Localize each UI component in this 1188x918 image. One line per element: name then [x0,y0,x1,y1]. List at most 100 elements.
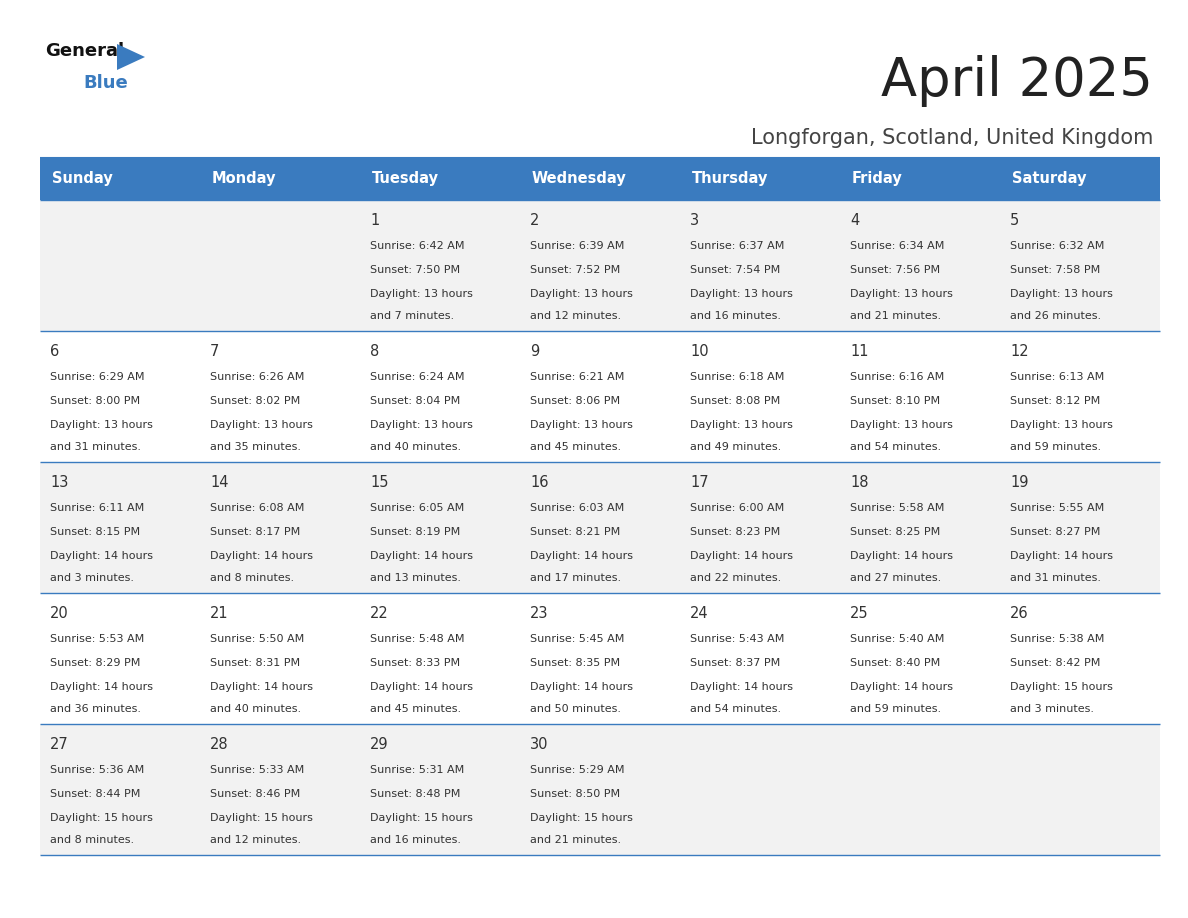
Text: Monday: Monday [211,172,277,186]
Text: Daylight: 14 hours: Daylight: 14 hours [530,551,633,561]
Text: Saturday: Saturday [1012,172,1087,186]
Text: Sunset: 8:50 PM: Sunset: 8:50 PM [530,789,620,799]
Text: Daylight: 14 hours: Daylight: 14 hours [50,551,153,561]
Text: 12: 12 [1010,344,1029,359]
Text: 23: 23 [530,606,549,621]
Text: Sunrise: 6:29 AM: Sunrise: 6:29 AM [50,372,145,382]
Text: Sunrise: 6:21 AM: Sunrise: 6:21 AM [530,372,625,382]
Text: 13: 13 [50,475,69,490]
Text: Sunset: 8:40 PM: Sunset: 8:40 PM [849,658,940,668]
Text: 5: 5 [1010,213,1019,228]
Text: Daylight: 14 hours: Daylight: 14 hours [50,682,153,692]
Text: 16: 16 [530,475,549,490]
Text: Sunset: 8:35 PM: Sunset: 8:35 PM [530,658,620,668]
Text: Sunrise: 6:34 AM: Sunrise: 6:34 AM [849,241,944,251]
Text: and 17 minutes.: and 17 minutes. [530,573,621,583]
Text: Thursday: Thursday [691,172,769,186]
Bar [40,331,1159,462]
Text: 27: 27 [50,737,69,752]
Text: Daylight: 13 hours: Daylight: 13 hours [849,420,953,430]
Text: Sunrise: 6:26 AM: Sunrise: 6:26 AM [210,372,304,382]
Text: and 59 minutes.: and 59 minutes. [1010,442,1101,452]
Text: and 36 minutes.: and 36 minutes. [50,704,141,714]
Text: and 45 minutes.: and 45 minutes. [530,442,621,452]
Text: Sunset: 7:54 PM: Sunset: 7:54 PM [690,265,781,275]
Text: Daylight: 14 hours: Daylight: 14 hours [369,682,473,692]
Text: 30: 30 [530,737,549,752]
Text: Sunrise: 6:18 AM: Sunrise: 6:18 AM [690,372,784,382]
Text: Sunrise: 5:58 AM: Sunrise: 5:58 AM [849,503,944,513]
Text: Sunrise: 5:43 AM: Sunrise: 5:43 AM [690,634,784,644]
Text: Daylight: 14 hours: Daylight: 14 hours [210,682,312,692]
Text: 15: 15 [369,475,388,490]
Text: Sunset: 7:56 PM: Sunset: 7:56 PM [849,265,940,275]
Text: Sunrise: 6:42 AM: Sunrise: 6:42 AM [369,241,465,251]
Text: Sunset: 8:27 PM: Sunset: 8:27 PM [1010,527,1100,537]
Text: Daylight: 13 hours: Daylight: 13 hours [369,420,473,430]
Text: General: General [45,42,124,60]
Text: Sunset: 8:42 PM: Sunset: 8:42 PM [1010,658,1100,668]
Text: Sunrise: 6:39 AM: Sunrise: 6:39 AM [530,241,625,251]
Text: Sunset: 8:33 PM: Sunset: 8:33 PM [369,658,460,668]
Text: and 31 minutes.: and 31 minutes. [50,442,141,452]
Text: and 21 minutes.: and 21 minutes. [849,311,941,321]
Text: 25: 25 [849,606,868,621]
Text: Daylight: 13 hours: Daylight: 13 hours [1010,420,1113,430]
Text: Sunset: 8:23 PM: Sunset: 8:23 PM [690,527,781,537]
Text: Sunrise: 6:11 AM: Sunrise: 6:11 AM [50,503,144,513]
Text: Daylight: 13 hours: Daylight: 13 hours [690,289,792,299]
Text: Sunrise: 5:29 AM: Sunrise: 5:29 AM [530,765,625,775]
Text: and 59 minutes.: and 59 minutes. [849,704,941,714]
Text: Sunrise: 6:05 AM: Sunrise: 6:05 AM [369,503,465,513]
Text: and 8 minutes.: and 8 minutes. [210,573,295,583]
Text: Daylight: 14 hours: Daylight: 14 hours [690,682,794,692]
Text: Sunrise: 6:37 AM: Sunrise: 6:37 AM [690,241,784,251]
Text: 2: 2 [530,213,539,228]
Text: Daylight: 13 hours: Daylight: 13 hours [690,420,792,430]
Text: 4: 4 [849,213,859,228]
Text: Daylight: 14 hours: Daylight: 14 hours [369,551,473,561]
Text: Sunset: 8:06 PM: Sunset: 8:06 PM [530,396,620,406]
Bar [40,200,1159,331]
Text: Sunset: 8:37 PM: Sunset: 8:37 PM [690,658,781,668]
Text: Sunrise: 6:32 AM: Sunrise: 6:32 AM [1010,241,1105,251]
Text: 24: 24 [690,606,708,621]
Text: Sunrise: 6:03 AM: Sunrise: 6:03 AM [530,503,624,513]
Text: Sunrise: 5:55 AM: Sunrise: 5:55 AM [1010,503,1105,513]
Text: Daylight: 15 hours: Daylight: 15 hours [369,813,473,823]
Text: 10: 10 [690,344,708,359]
Text: Daylight: 13 hours: Daylight: 13 hours [530,420,633,430]
Text: and 13 minutes.: and 13 minutes. [369,573,461,583]
Text: Sunset: 8:10 PM: Sunset: 8:10 PM [849,396,940,406]
Bar [40,593,1159,724]
Text: Blue: Blue [83,74,128,92]
Bar [40,462,1159,593]
Text: Sunrise: 6:00 AM: Sunrise: 6:00 AM [690,503,784,513]
Text: 14: 14 [210,475,228,490]
Text: Sunrise: 6:13 AM: Sunrise: 6:13 AM [1010,372,1105,382]
Text: Daylight: 14 hours: Daylight: 14 hours [1010,551,1113,561]
Text: and 8 minutes.: and 8 minutes. [50,835,134,845]
Text: Daylight: 15 hours: Daylight: 15 hours [530,813,633,823]
Text: and 3 minutes.: and 3 minutes. [50,573,134,583]
Text: 17: 17 [690,475,708,490]
Text: and 49 minutes.: and 49 minutes. [690,442,782,452]
Text: 3: 3 [690,213,699,228]
Text: 1: 1 [369,213,379,228]
Text: Daylight: 15 hours: Daylight: 15 hours [1010,682,1113,692]
Text: 9: 9 [530,344,539,359]
Text: Sunset: 8:08 PM: Sunset: 8:08 PM [690,396,781,406]
Text: 8: 8 [369,344,379,359]
Text: Sunrise: 5:48 AM: Sunrise: 5:48 AM [369,634,465,644]
Text: Daylight: 13 hours: Daylight: 13 hours [1010,289,1113,299]
Text: and 40 minutes.: and 40 minutes. [210,704,301,714]
Text: Sunrise: 5:33 AM: Sunrise: 5:33 AM [210,765,304,775]
Text: and 16 minutes.: and 16 minutes. [369,835,461,845]
Text: Daylight: 15 hours: Daylight: 15 hours [50,813,153,823]
Text: Sunset: 8:04 PM: Sunset: 8:04 PM [369,396,460,406]
Text: and 45 minutes.: and 45 minutes. [369,704,461,714]
Text: Sunset: 8:17 PM: Sunset: 8:17 PM [210,527,301,537]
Text: Tuesday: Tuesday [372,172,440,186]
Text: 11: 11 [849,344,868,359]
Text: Sunset: 8:15 PM: Sunset: 8:15 PM [50,527,140,537]
